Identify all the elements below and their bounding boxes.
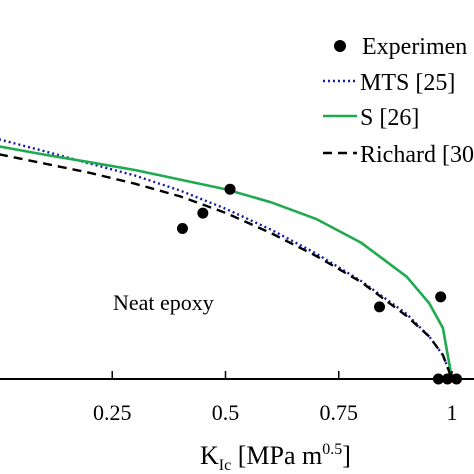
x-axis: 0.25 0.5 0.75 1 bbox=[0, 371, 474, 425]
data-point bbox=[224, 183, 236, 195]
x-tick-label: 0.5 bbox=[212, 400, 240, 425]
x-axis-label-main: K bbox=[200, 441, 219, 470]
legend-label: Richard [30 bbox=[360, 142, 474, 168]
series-line bbox=[0, 153, 454, 380]
data-point bbox=[197, 207, 209, 219]
x-axis-label-end: ] bbox=[342, 441, 351, 470]
legend-label: MTS [25] bbox=[360, 70, 455, 96]
x-tick-label: 0.25 bbox=[93, 400, 132, 425]
legend-label: Experimen bbox=[362, 34, 467, 60]
data-point bbox=[374, 301, 386, 313]
x-axis-label-sup: 0.5 bbox=[322, 441, 342, 458]
x-axis-label-unit: [MPa m bbox=[231, 441, 322, 470]
chart-marks bbox=[0, 138, 463, 385]
x-axis-label: KIc [MPa m0.5] bbox=[200, 441, 351, 474]
x-tick-label: 0.75 bbox=[320, 400, 359, 425]
x-tick-label: 1 bbox=[447, 400, 458, 425]
data-point bbox=[176, 223, 188, 235]
legend: Experimen MTS [25] S [26] Richard [30 bbox=[323, 34, 474, 168]
x-axis-label-sub: Ic bbox=[219, 457, 231, 474]
legend-marker bbox=[334, 40, 346, 52]
data-point bbox=[435, 291, 447, 303]
legend-label: S [26] bbox=[360, 105, 419, 131]
series-line bbox=[0, 145, 454, 380]
annotation-neat-epoxy: Neat epoxy bbox=[113, 290, 214, 315]
